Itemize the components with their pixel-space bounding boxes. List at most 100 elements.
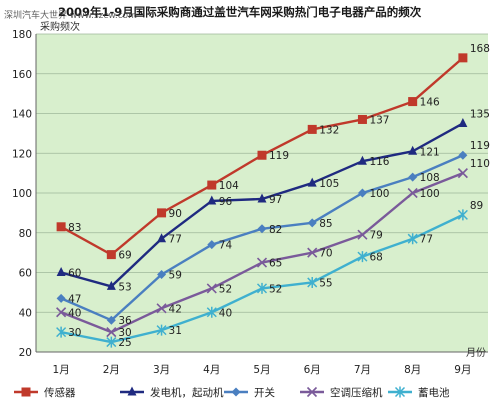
data-point <box>458 117 468 127</box>
y-tick-label: 140 <box>12 109 32 121</box>
y-tick-label: 60 <box>19 268 32 280</box>
data-label: 79 <box>369 230 382 242</box>
series-5 <box>56 209 468 348</box>
legend-swatch-marker <box>394 386 406 398</box>
x-tick-label: 9月 <box>454 364 471 376</box>
x-tick-label: 3月 <box>153 364 170 376</box>
data-label: 31 <box>169 325 182 337</box>
data-point <box>56 293 66 303</box>
data-label: 119 <box>269 150 289 162</box>
data-label: 53 <box>118 281 131 293</box>
data-point <box>56 222 66 232</box>
series-3 <box>56 150 468 325</box>
x-tick-label: 2月 <box>103 364 120 376</box>
x-tick-label: 1月 <box>53 364 70 376</box>
data-point <box>307 177 317 187</box>
data-point <box>458 53 468 63</box>
data-label: 40 <box>68 307 81 319</box>
data-point <box>307 276 318 288</box>
y-tick-label: 160 <box>12 69 32 81</box>
data-point <box>307 124 317 134</box>
data-point <box>206 306 217 318</box>
y-tick-label: 100 <box>12 188 32 200</box>
data-label: 100 <box>420 188 440 200</box>
data-point <box>407 233 418 245</box>
data-point <box>408 97 418 107</box>
data-label: 96 <box>219 196 233 208</box>
data-label: 100 <box>369 188 389 200</box>
data-label: 108 <box>420 172 440 184</box>
data-point <box>56 326 67 338</box>
data-label: 110 <box>470 158 490 170</box>
data-point <box>257 224 267 234</box>
data-point <box>407 187 418 199</box>
data-point <box>307 218 317 228</box>
data-label: 42 <box>169 303 182 315</box>
data-point <box>357 155 367 165</box>
data-label: 105 <box>319 178 339 190</box>
y-tick-label: 20 <box>19 347 32 359</box>
data-label: 90 <box>169 208 182 220</box>
legend-label: 发电机，起动机 <box>150 386 224 399</box>
legend-item: 传感器 <box>14 386 76 399</box>
data-point <box>106 280 116 290</box>
data-label: 55 <box>319 277 332 289</box>
data-point <box>257 193 267 203</box>
data-point <box>457 209 468 221</box>
data-label: 132 <box>319 124 339 136</box>
data-label: 59 <box>169 269 182 281</box>
data-label: 60 <box>68 268 81 280</box>
data-point <box>207 240 217 250</box>
data-point <box>206 283 217 294</box>
legend-label: 传感器 <box>44 386 76 399</box>
series-4 <box>56 168 468 338</box>
x-axis-label: 月份 <box>466 347 486 359</box>
y-tick-label: 120 <box>12 148 32 160</box>
x-tick-label: 4月 <box>203 364 220 376</box>
data-point <box>408 172 418 182</box>
data-label: 97 <box>269 194 282 206</box>
x-tick-label: 6月 <box>304 364 321 376</box>
series-1 <box>56 53 468 260</box>
data-label: 70 <box>319 248 332 260</box>
data-label: 135 <box>470 108 490 120</box>
data-point <box>256 282 268 294</box>
data-label: 85 <box>319 218 332 230</box>
legend-swatch-marker <box>127 386 137 396</box>
data-label: 65 <box>269 258 282 270</box>
data-point <box>157 233 167 243</box>
legend-item: 发电机，起动机 <box>120 386 224 399</box>
legend-swatch-marker <box>21 387 31 397</box>
data-label: 77 <box>420 234 433 246</box>
data-label: 89 <box>470 200 483 212</box>
data-label: 30 <box>68 327 81 339</box>
data-point <box>106 327 117 338</box>
data-point <box>357 188 367 198</box>
x-tick-label: 7月 <box>354 364 371 376</box>
data-point <box>56 267 66 276</box>
legend: 传感器 发电机，起动机 开关 空调压缩机 蓄电池 <box>14 386 450 399</box>
data-point <box>157 269 167 279</box>
data-label: 52 <box>269 283 282 295</box>
data-point <box>156 303 167 314</box>
data-label: 137 <box>369 114 389 126</box>
data-point <box>156 324 167 336</box>
data-label: 74 <box>219 240 233 252</box>
x-tick-labels: 1月 2月 3月 4月 5月 6月 7月 8月 9月 <box>53 364 472 376</box>
legend-swatch-marker <box>306 386 318 398</box>
data-point <box>357 114 367 124</box>
series-layer <box>56 53 468 348</box>
legend-label: 空调压缩机 <box>330 386 383 399</box>
data-point <box>256 257 268 268</box>
data-label: 47 <box>68 293 81 305</box>
data-label: 168 <box>470 43 490 55</box>
data-label: 77 <box>169 234 182 246</box>
legend-label: 蓄电池 <box>418 386 450 399</box>
data-point <box>106 336 117 348</box>
data-point <box>457 168 468 179</box>
data-point <box>106 250 116 260</box>
data-point <box>307 247 318 258</box>
data-point <box>357 251 368 263</box>
data-label: 146 <box>420 97 440 109</box>
